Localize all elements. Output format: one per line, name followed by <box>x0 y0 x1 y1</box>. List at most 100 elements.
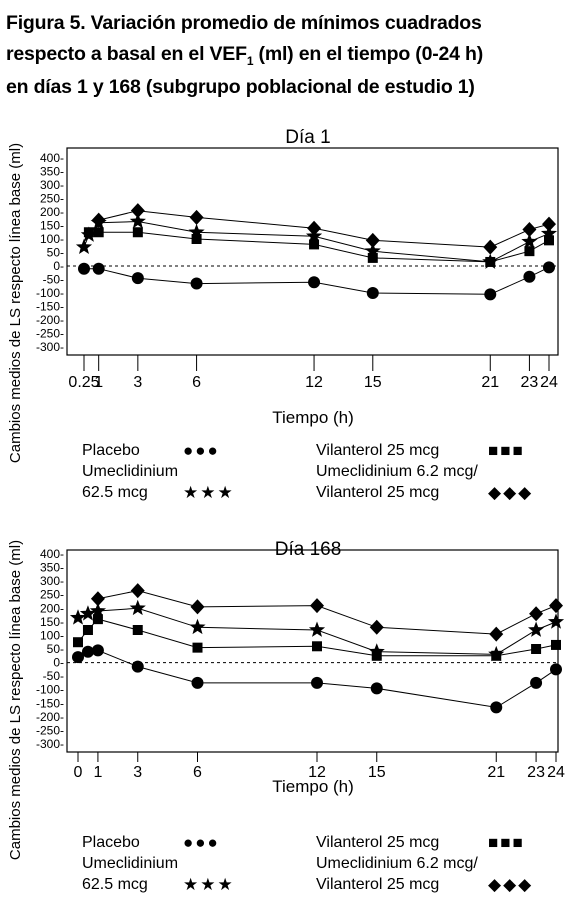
d1-point-circle <box>308 276 321 289</box>
d168-plot-frame <box>66 549 559 753</box>
d168-point-circle <box>81 645 94 658</box>
d168-point-circle <box>490 701 503 714</box>
d1-y-axis-label: Cambios medios de LS respecto línea base… <box>7 143 24 463</box>
d1-point-circle <box>366 287 379 299</box>
d168-y-tick-label: 0- <box>53 656 64 670</box>
d168-point-diamond <box>369 619 384 635</box>
d1-y-tick-label: 150- <box>40 219 64 233</box>
d1-point-circle <box>78 262 90 275</box>
d168-point-diamond <box>489 626 504 642</box>
d168-point-star <box>308 621 326 637</box>
chart-dia-1: Día 1 400- 350- 300- 250- 200- 150- 100- 50- 0- -5… <box>0 118 579 463</box>
d1-y-tick-label: 400- <box>40 151 64 165</box>
legend-label-right-1: Vilanterol 25 mcg <box>316 484 440 501</box>
figure-title-subscript: 1 <box>246 54 254 68</box>
d168-y-tick-label: -200- <box>36 710 64 724</box>
legend-label-left-0: Placebo <box>82 442 140 459</box>
d168-point-square <box>132 625 143 635</box>
d168-point-square <box>92 614 103 625</box>
d1-point-star <box>521 233 538 249</box>
d1-point-circle <box>190 277 203 290</box>
d1-point-diamond <box>542 216 556 232</box>
d1-point-diamond <box>483 239 498 255</box>
d1-point-square <box>191 234 202 244</box>
d168-x-tick-label: 1 <box>93 764 102 781</box>
legend-label-right-1: Umeclidinium 6.2 mcg/ <box>316 855 478 872</box>
d1-series-line-diamond <box>98 210 550 248</box>
d1-point-star <box>364 242 381 259</box>
d1-x-tick-label: 1 <box>94 374 103 391</box>
d168-point-diamond <box>310 598 324 614</box>
d168-y-tick-label: -300- <box>36 737 64 751</box>
legend-dia-1: Placebo ●●● Umeclidinium 62.5 mcg ★★★ Vilante… <box>0 430 579 502</box>
d1-x-tick-label: 15 <box>364 374 382 391</box>
d1-point-diamond <box>91 212 106 228</box>
figure-title-line-2-end: (ml) en el tiempo (0-24 h) <box>253 43 484 65</box>
d1-y-tick-label: -250- <box>36 327 64 341</box>
legend-label-left-1: Umeclidinium <box>82 855 179 872</box>
figure-title-line-3: en días 1 y 168 (subgrupo poblacional de… <box>6 76 475 98</box>
d168-point-circle <box>370 682 383 695</box>
d1-y-tick-label: 250- <box>40 192 64 206</box>
legend-label-right-0: Vilanterol 25 mcg <box>316 834 440 851</box>
d168-point-circle <box>550 663 562 676</box>
d1-x-axis-label: Tiempo (h) <box>272 408 354 427</box>
d168-y-tick-label: 50- <box>47 642 64 656</box>
d168-point-star <box>189 618 206 635</box>
d1-y-tick-label: 0- <box>53 259 64 273</box>
d168-point-diamond <box>130 583 145 599</box>
d168-point-circle <box>72 651 84 664</box>
d168-point-square <box>491 650 502 661</box>
d168-point-diamond <box>549 598 563 614</box>
legend-symbol-left-1: ★★★ <box>183 875 235 894</box>
d1-x-tick-label: 23 <box>521 374 539 391</box>
d1-point-square <box>132 227 143 238</box>
d1-point-diamond <box>522 222 537 238</box>
chart-dia-1-svg: Día 1 400-350-300-250-200-150-100-50-0--5… <box>7 127 559 463</box>
d1-x-tick-label: 12 <box>305 374 323 391</box>
d168-x-tick-label: 6 <box>193 764 202 781</box>
figure-title-line-2: respecto a basal en el VEF <box>6 43 247 65</box>
d1-y-tick-label: -100- <box>36 286 64 300</box>
d168-y-tick-label: 200- <box>40 601 64 615</box>
d1-x-tick-label: 0.25 <box>68 374 99 391</box>
legend-dia-168: Placebo ●●● Umeclidinium 62.5 mcg ★★★ Vilante… <box>0 822 579 894</box>
d168-point-circle <box>530 676 543 689</box>
d168-x-tick-label: 23 <box>527 764 545 781</box>
d168-y-tick-label: 250- <box>40 588 64 602</box>
d1-x-tick-label: 24 <box>540 374 558 391</box>
d1-point-square <box>524 246 535 257</box>
d1-point-circle <box>543 261 555 274</box>
d168-point-diamond <box>90 591 105 607</box>
d168-y-tick-label: 100- <box>40 628 64 642</box>
d1-chart-title: Día 1 <box>285 127 330 148</box>
d1-point-star <box>75 238 93 254</box>
d168-point-diamond <box>529 606 544 622</box>
d168-point-circle <box>91 644 104 657</box>
d1-y-tick-label: 350- <box>40 165 64 179</box>
d1-x-tick-label: 21 <box>481 374 499 391</box>
chart-dia-168: Día 168 400- 350- 300- 250- 200- 150- 100- 50- 0-… <box>0 520 579 865</box>
d168-y-tick-label: -50- <box>43 669 64 683</box>
d1-plot-frame <box>66 147 559 356</box>
legend-label-left-1: 62.5 mcg <box>82 876 148 893</box>
figure-title-line-1: Figura 5. Variación promedio de mínimos … <box>6 12 482 34</box>
d168-y-tick-label: 400- <box>40 547 64 561</box>
d1-y-tick-label: 100- <box>40 232 64 246</box>
legend-symbol-right-1: ◆◆◆ <box>488 875 534 894</box>
legend-label-left-0: Placebo <box>82 834 140 851</box>
d1-point-square <box>544 235 554 246</box>
d1-point-square <box>93 227 104 238</box>
d168-point-square <box>82 625 93 635</box>
d1-point-star <box>129 212 146 229</box>
d168-point-star <box>528 621 545 637</box>
d1-point-diamond <box>130 203 145 219</box>
d1-point-diamond <box>307 220 322 236</box>
d168-x-tick-label: 0 <box>74 764 83 781</box>
d1-point-diamond <box>189 209 204 225</box>
d168-point-circle <box>131 660 144 673</box>
d168-point-square <box>531 644 542 654</box>
d1-point-square <box>485 256 496 267</box>
legend-symbol-left-0: ●●● <box>183 441 220 460</box>
d1-point-circle <box>484 288 497 301</box>
